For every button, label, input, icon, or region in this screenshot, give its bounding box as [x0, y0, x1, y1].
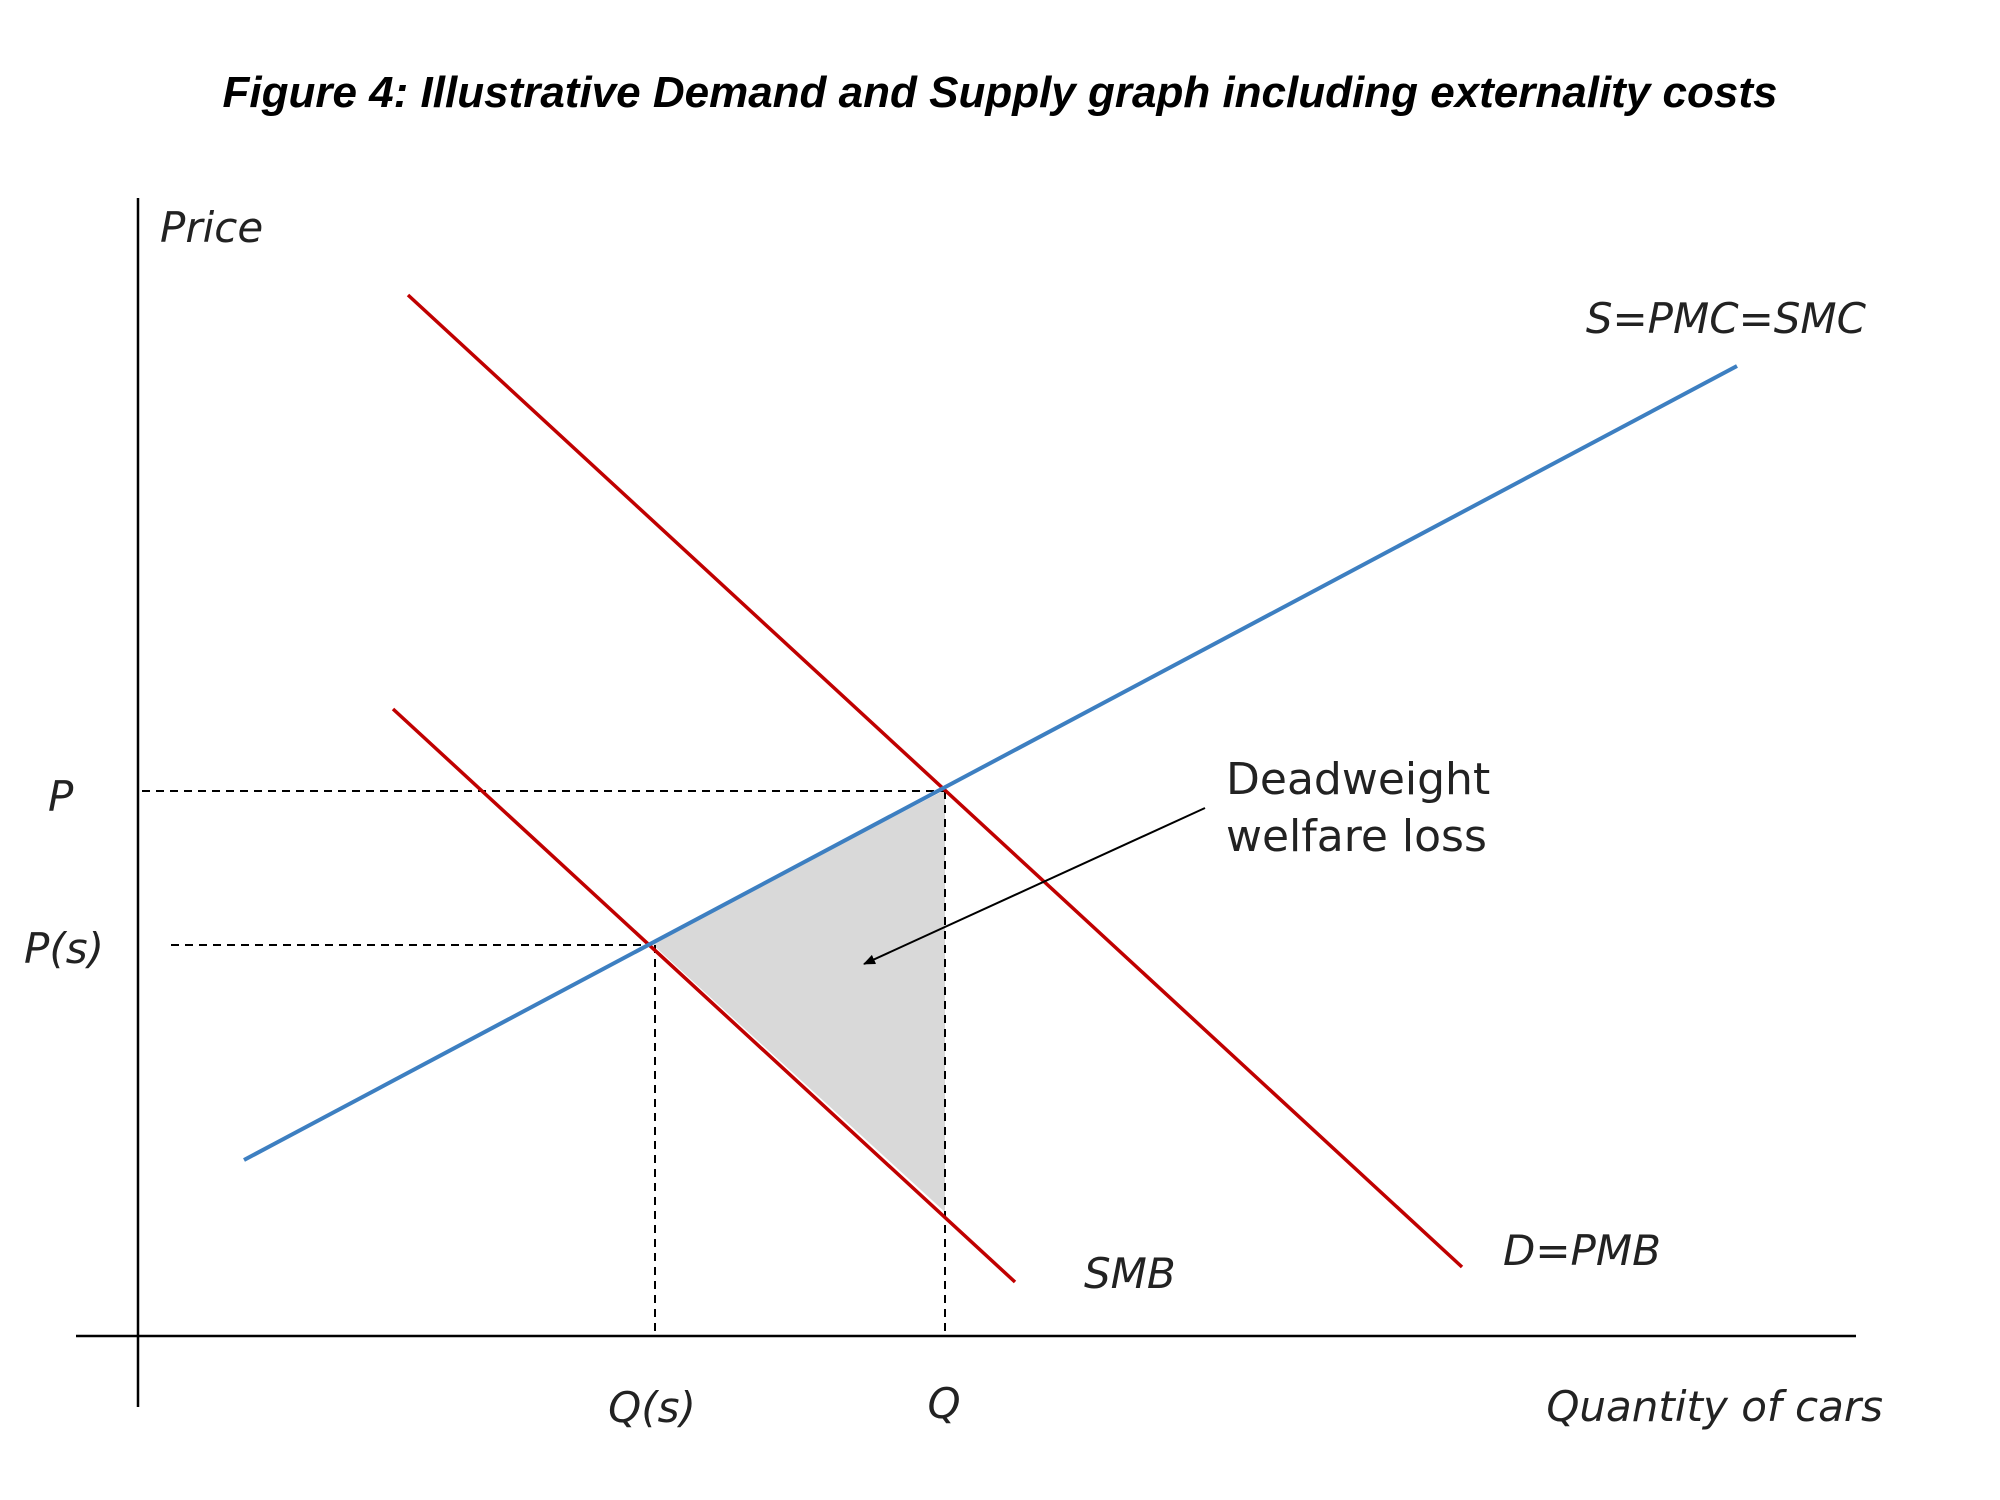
y-axis-label: Price	[160, 203, 263, 252]
annotation-line-1: Deadweight	[1226, 754, 1490, 805]
smb-curve	[391, 707, 1017, 1284]
price-p-label: P	[48, 772, 74, 821]
demand-curve-label: D=PMB	[1503, 1226, 1661, 1275]
quantity-q-label: Q	[927, 1379, 960, 1428]
x-axis-label: Quantity of cars	[1546, 1382, 1883, 1431]
supply-curve	[243, 364, 1738, 1162]
demand-curve	[406, 293, 1464, 1269]
quantity-qs-label: Q(s)	[608, 1383, 696, 1432]
deadweight-loss-area	[651, 790, 945, 1212]
annotation-line-2: welfare loss	[1226, 811, 1487, 862]
annotation-arrow	[863, 807, 1206, 965]
supply-curve-label: S=PMC=SMC	[1586, 294, 1867, 343]
smb-curve-label: SMB	[1084, 1249, 1176, 1298]
figure-title: Figure 4: Illustrative Demand and Supply…	[222, 68, 1778, 117]
price-ps-label: P(s)	[24, 924, 104, 973]
